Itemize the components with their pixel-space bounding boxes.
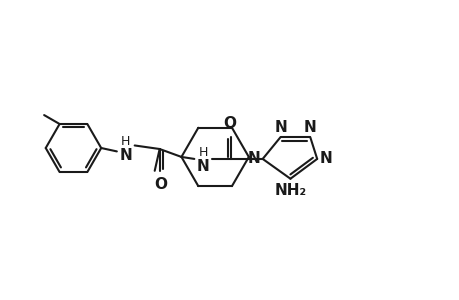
Text: N: N	[119, 148, 132, 164]
Text: NH₂: NH₂	[274, 183, 306, 198]
Text: N: N	[247, 152, 260, 166]
Text: N: N	[274, 120, 286, 135]
Text: H: H	[198, 146, 207, 159]
Text: H: H	[121, 135, 130, 148]
Text: N: N	[196, 159, 209, 174]
Text: O: O	[223, 116, 236, 131]
Text: N: N	[303, 120, 316, 135]
Text: O: O	[154, 177, 167, 192]
Text: N: N	[319, 152, 331, 166]
